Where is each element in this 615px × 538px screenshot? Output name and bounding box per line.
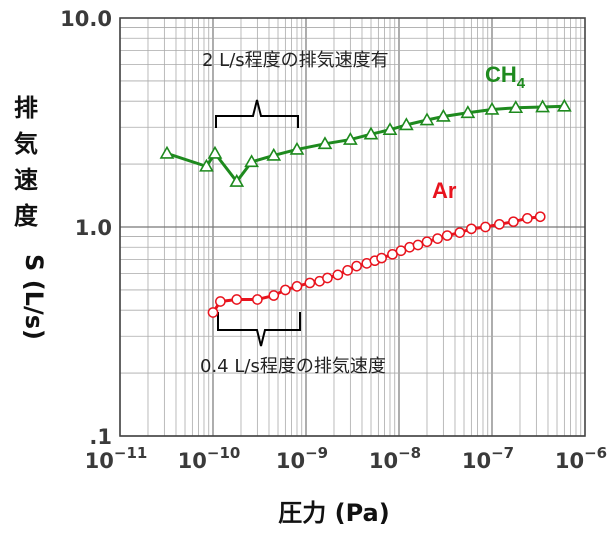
x-tick-labels: 10−11 10−10 10−9 10−8 10−7 10−6 <box>85 444 607 473</box>
series-ar <box>207 211 546 318</box>
y-label-char-4: 度 <box>14 202 39 230</box>
data-point-ch4 <box>484 101 500 115</box>
data-point-ch4 <box>289 141 305 155</box>
data-point-ch4 <box>382 122 398 136</box>
data-point-ch4 <box>363 126 379 140</box>
data-point-ch4 <box>398 117 414 131</box>
data-point-ch4 <box>535 99 550 113</box>
data-point-ar <box>322 272 333 284</box>
data-point-ch4 <box>508 100 524 114</box>
data-point-ar <box>291 281 303 292</box>
series-layer <box>159 98 572 318</box>
x-tick-label: 10−7 <box>462 444 514 473</box>
x-axis-label: 圧力 (Pa) <box>278 499 389 527</box>
series-line-ch4 <box>166 104 565 184</box>
data-point-ch4 <box>244 154 259 168</box>
data-point-ar <box>351 260 362 272</box>
x-tick-label: 10−10 <box>178 444 241 473</box>
data-point-ch4 <box>556 98 572 112</box>
data-point-ch4 <box>460 105 476 119</box>
data-point-ar <box>508 216 519 228</box>
data-point-ch4 <box>199 158 214 172</box>
data-point-ar <box>522 212 533 224</box>
data-point-ar <box>421 236 433 248</box>
data-point-ar <box>534 211 546 223</box>
data-point-ch4 <box>207 145 223 159</box>
y-tick-labels: .1 1.0 10.0 <box>60 7 112 449</box>
data-point-ar <box>466 223 477 235</box>
data-point-ar <box>280 284 291 296</box>
data-point-ar <box>268 290 280 301</box>
data-point-ch4 <box>342 131 358 145</box>
data-point-ar <box>454 227 466 238</box>
grid <box>119 18 585 437</box>
data-point-ar <box>480 221 491 233</box>
y-tick-label: 10.0 <box>60 7 112 31</box>
data-point-ar <box>342 265 353 276</box>
series-ch4 <box>159 98 572 187</box>
data-point-ch4 <box>159 145 175 159</box>
data-point-ch4 <box>317 136 333 150</box>
annotation-bracket-bottom <box>217 312 301 347</box>
data-point-ar <box>207 307 219 318</box>
data-point-ch4 <box>229 173 245 187</box>
data-point-ar <box>395 245 407 257</box>
plot-frame <box>119 17 586 437</box>
annotation-ch4: 2 L/s程度の排気速度有 <box>202 50 389 71</box>
data-point-ch4 <box>266 147 282 161</box>
y-tick-label: 1.0 <box>75 216 112 240</box>
data-point-ch4 <box>435 108 451 122</box>
data-point-ar <box>441 230 453 241</box>
data-point-ch4 <box>419 112 435 126</box>
y-label-char-2: 気 <box>14 130 38 158</box>
x-tick-label: 10−8 <box>369 444 421 473</box>
series-label-ch4: CH4 <box>485 62 526 92</box>
data-point-ar <box>332 269 344 281</box>
y-tick-label: .1 <box>89 425 112 449</box>
data-point-ar <box>376 252 387 264</box>
data-point-ar <box>215 296 226 307</box>
data-point-ar <box>494 218 505 230</box>
y-axis-label: 排 気 速 度 S (L/s) <box>14 94 48 340</box>
data-point-ar <box>304 277 316 289</box>
x-tick-label: 10−6 <box>555 444 607 473</box>
data-point-ar <box>432 233 443 244</box>
series-label-ar: Ar <box>432 178 457 203</box>
annotation-ar: 0.4 L/s程度の排気速度 <box>200 356 386 377</box>
annotation-bracket-top <box>215 99 299 128</box>
data-point-ar <box>412 239 424 251</box>
y-label-char-1: 排 <box>14 94 38 122</box>
x-tick-label: 10−11 <box>85 444 148 473</box>
data-point-ar <box>252 294 263 305</box>
data-point-ar <box>231 294 243 305</box>
y-label-unit: S (L/s) <box>20 254 48 340</box>
x-tick-label: 10−9 <box>276 444 328 473</box>
y-label-char-3: 速 <box>14 166 38 194</box>
